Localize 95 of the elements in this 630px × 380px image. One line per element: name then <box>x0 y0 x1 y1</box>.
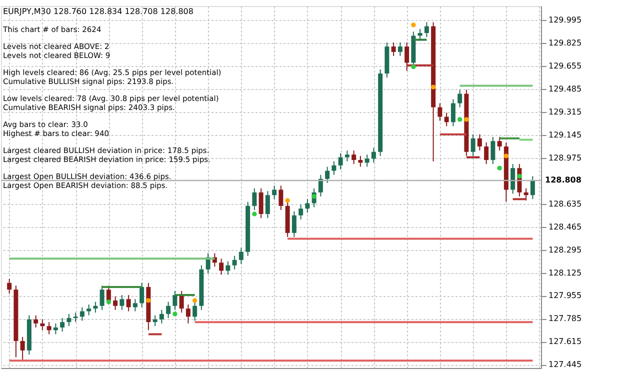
candlestick <box>265 190 270 219</box>
y-tick-label: 127.615 <box>548 337 582 346</box>
point <box>312 194 316 199</box>
candlestick <box>391 42 396 56</box>
point <box>504 154 509 158</box>
candlestick <box>232 255 237 270</box>
candlestick <box>332 160 336 176</box>
y-tick-label: 129.315 <box>548 108 582 117</box>
y-tick-label: 129.485 <box>548 84 582 94</box>
candlestick <box>418 28 422 40</box>
candlestick <box>113 296 118 310</box>
candlestick <box>186 304 190 324</box>
y-tick-label: 129.655 <box>548 62 582 71</box>
candlestick <box>106 285 111 306</box>
candlestick <box>364 154 370 168</box>
candlestick <box>46 322 52 335</box>
point <box>430 84 436 90</box>
point <box>411 22 416 28</box>
candlestick <box>278 185 284 210</box>
candlestick <box>490 136 496 165</box>
candlestick <box>404 42 410 72</box>
chart-title: EURJPY,M30 128.760 128.834 128.708 128.808 <box>3 7 194 16</box>
candlestick <box>398 42 402 56</box>
candlestick <box>238 247 244 264</box>
candlestick <box>120 294 124 310</box>
candlestick <box>179 290 184 314</box>
point <box>517 174 522 179</box>
y-tick-label: 128.125 <box>548 268 582 278</box>
candlestick <box>159 309 164 324</box>
candlestick <box>73 312 78 323</box>
candlestick <box>126 294 131 312</box>
y-tick-label: 128.295 <box>548 245 582 254</box>
candlestick <box>272 185 277 200</box>
point <box>106 299 112 304</box>
candlestick <box>524 188 528 202</box>
candlestick <box>484 142 489 165</box>
candlestick <box>226 260 230 276</box>
candlestick <box>40 318 45 331</box>
candlestick <box>20 336 25 360</box>
candlestick <box>100 285 104 310</box>
candlestick <box>60 318 65 332</box>
candlestick <box>458 89 462 108</box>
candlestick <box>510 164 516 194</box>
point <box>192 298 198 303</box>
candlestick <box>298 204 304 220</box>
candlestick <box>34 314 38 328</box>
candlestick <box>166 301 171 319</box>
candlestick <box>344 150 350 162</box>
candlestick <box>477 134 482 152</box>
candlestick <box>152 314 158 327</box>
point <box>285 198 290 203</box>
candlestick <box>470 134 476 156</box>
ref-line-label: 128.808 <box>545 176 582 185</box>
point <box>411 64 416 70</box>
candlestick <box>140 282 144 308</box>
candlestick <box>219 258 224 276</box>
point <box>464 117 469 122</box>
candlestick <box>325 166 330 184</box>
candlestick <box>80 306 84 322</box>
candlestick <box>53 322 58 335</box>
candlestick <box>172 290 178 310</box>
candlestick <box>438 102 442 122</box>
candlestick <box>424 22 429 38</box>
point <box>146 298 151 303</box>
y-tick-label: 128.465 <box>548 222 582 232</box>
y-tick-label: 129.825 <box>548 38 582 48</box>
y-tick-label: 127.785 <box>548 314 582 324</box>
point <box>497 166 502 170</box>
candlestick <box>444 112 449 127</box>
y-tick-label: 127.445 <box>548 360 582 370</box>
candlestick <box>258 188 264 219</box>
point <box>252 212 257 216</box>
candlestick <box>338 152 343 170</box>
candlestick <box>371 147 376 164</box>
candlestick <box>352 150 356 165</box>
candlestick <box>292 210 296 238</box>
y-tick-label: 128.635 <box>548 199 582 208</box>
point <box>172 312 178 316</box>
candlestick <box>305 198 310 214</box>
y-tick-label: 127.955 <box>548 291 582 300</box>
candlestick <box>530 176 535 200</box>
y-tick-label: 129.995 <box>548 16 582 25</box>
candlestick <box>93 301 98 314</box>
candlestick <box>66 313 72 327</box>
y-tick-label: 129.145 <box>548 130 582 140</box>
candlestick <box>318 174 323 197</box>
candlestick <box>86 304 92 316</box>
candlestick <box>358 155 363 168</box>
candlestick <box>252 188 257 210</box>
point <box>457 117 462 122</box>
candlestick <box>132 298 138 312</box>
y-tick-label: 128.975 <box>548 153 582 162</box>
candlestick <box>497 136 502 152</box>
candlestick <box>7 278 12 294</box>
candlestick <box>450 98 456 127</box>
